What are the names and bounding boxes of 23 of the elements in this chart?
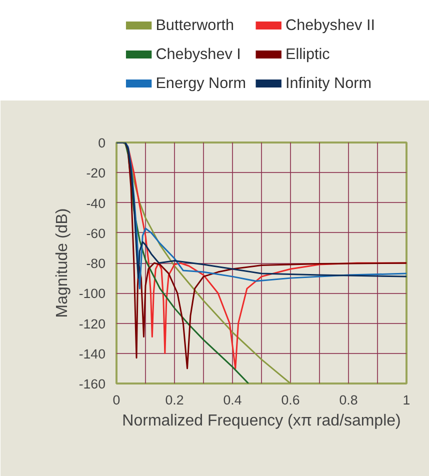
y-tick-label: -160: [78, 376, 106, 392]
y-tick-label: -60: [86, 226, 106, 241]
x-tick-label: 1: [402, 392, 410, 408]
y-tick-label: -20: [86, 166, 106, 181]
legend-label: Butterworth: [156, 17, 234, 34]
x-tick-label: 0.8: [339, 392, 358, 408]
x-tick-label: 0.4: [223, 392, 242, 408]
y-axis-title: Magnitude (dB): [54, 208, 71, 318]
y-tick-label: -100: [78, 286, 106, 302]
x-axis-title: Normalized Frequency (xπ rad/sample): [122, 412, 401, 430]
x-tick-label: 0.2: [165, 392, 184, 408]
y-tick-label: -140: [78, 346, 106, 362]
legend-label: Chebyshev II: [286, 17, 375, 34]
y-tick-label: -120: [78, 316, 106, 332]
legend-label: Elliptic: [286, 46, 330, 63]
y-tick-label: 0: [98, 136, 106, 150]
legend-label: Infinity Norm: [286, 75, 372, 92]
legend-label: Energy Norm: [156, 75, 246, 92]
y-tick-label: -40: [86, 196, 106, 211]
x-tick-label: 0.6: [281, 392, 300, 408]
x-tick-label: 0: [112, 392, 120, 408]
legend-label: Chebyshev I: [156, 46, 241, 63]
y-tick-label: -80: [86, 256, 106, 271]
